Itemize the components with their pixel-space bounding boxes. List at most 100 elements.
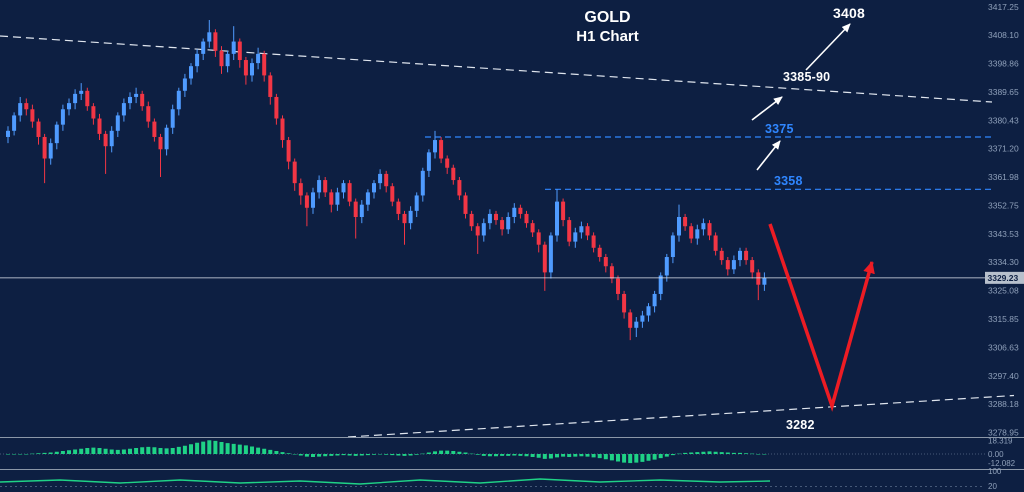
histogram-bar bbox=[237, 444, 242, 454]
price-axis-label[interactable]: 3389.65 bbox=[988, 87, 1019, 97]
candle-body bbox=[536, 232, 541, 245]
histogram-bar bbox=[414, 454, 419, 455]
histogram-bar bbox=[103, 448, 108, 454]
histogram-bar bbox=[701, 451, 706, 454]
histogram-bar bbox=[176, 446, 181, 454]
projection-arrow bbox=[768, 223, 875, 412]
price-axis-label[interactable]: 3361.98 bbox=[988, 172, 1019, 182]
candle-body bbox=[164, 127, 169, 150]
price-axis-label[interactable]: 3334.30 bbox=[988, 257, 1019, 267]
histogram-bar bbox=[628, 454, 633, 464]
histogram-bar bbox=[292, 454, 297, 455]
histogram-bar bbox=[18, 454, 23, 455]
histogram-bar bbox=[262, 448, 267, 454]
candle-body bbox=[695, 229, 700, 239]
price-axis-label[interactable]: 3343.53 bbox=[988, 229, 1019, 239]
candle-body bbox=[762, 277, 767, 285]
histogram-bar bbox=[182, 445, 187, 454]
price-axis-label[interactable]: 3352.75 bbox=[988, 200, 1019, 210]
candle-body bbox=[628, 312, 633, 328]
candle-body bbox=[609, 266, 614, 279]
price-axis-label[interactable]: 3306.63 bbox=[988, 342, 1019, 352]
histogram-bar bbox=[146, 446, 151, 454]
histogram-bar bbox=[79, 448, 84, 454]
histogram-bar bbox=[555, 454, 559, 458]
histogram-bar bbox=[85, 448, 90, 454]
histogram-bar bbox=[561, 454, 566, 457]
histogram-bar bbox=[731, 452, 736, 454]
annotation-arrow bbox=[805, 23, 851, 71]
price-axis-label[interactable]: 3325.08 bbox=[988, 286, 1019, 296]
lower-pane-axis-label: 100 bbox=[988, 467, 1002, 476]
histogram-bar bbox=[378, 454, 383, 455]
candle-body bbox=[36, 121, 41, 137]
candle-body bbox=[189, 66, 193, 79]
price-axis-label[interactable]: 3371.20 bbox=[988, 144, 1019, 154]
histogram-bar bbox=[207, 440, 212, 454]
price-axis-label[interactable]: 3297.40 bbox=[988, 371, 1019, 381]
trendline-upper-resistance bbox=[0, 35, 993, 103]
price-axis-label[interactable]: 3315.85 bbox=[988, 314, 1019, 324]
histogram-bar bbox=[97, 448, 102, 454]
candle-body bbox=[670, 235, 675, 258]
candle-body bbox=[30, 109, 35, 122]
price-axis-label[interactable]: 3380.43 bbox=[988, 115, 1019, 125]
candle-body bbox=[182, 78, 187, 91]
candle-body bbox=[6, 130, 10, 137]
candle-body bbox=[445, 158, 450, 168]
histogram-bar bbox=[384, 454, 389, 455]
histogram-bar bbox=[390, 454, 395, 456]
candle-body bbox=[750, 260, 755, 273]
candle-body bbox=[48, 143, 53, 159]
histogram-bar bbox=[365, 454, 370, 456]
histogram-bar bbox=[713, 451, 718, 454]
candle-body bbox=[18, 103, 23, 116]
histogram-bar bbox=[512, 454, 517, 456]
histogram-bar bbox=[60, 451, 65, 454]
candle-body bbox=[469, 213, 474, 227]
candle-body bbox=[365, 192, 370, 205]
candle-body bbox=[744, 250, 749, 261]
histogram-bar bbox=[304, 454, 309, 457]
histogram-bar bbox=[189, 444, 193, 454]
annotation-arrow bbox=[751, 96, 783, 121]
histogram-bar bbox=[402, 454, 407, 456]
candle-body bbox=[323, 180, 328, 193]
histogram-bar bbox=[573, 454, 578, 457]
histogram-bar bbox=[542, 454, 547, 459]
histogram-bar bbox=[530, 454, 535, 457]
price-axis-label[interactable]: 3417.25 bbox=[988, 2, 1019, 12]
price-axis-label[interactable]: 3408.10 bbox=[988, 30, 1019, 40]
candle-body bbox=[481, 223, 486, 236]
current-price-text: 3329.23 bbox=[988, 273, 1019, 283]
candle-body bbox=[664, 257, 669, 276]
histogram-bar bbox=[762, 454, 767, 455]
candle-body bbox=[372, 183, 376, 193]
histogram-bar bbox=[707, 451, 712, 454]
candle-body bbox=[634, 321, 639, 328]
histogram-bar bbox=[689, 452, 694, 454]
histogram-bar bbox=[335, 454, 340, 456]
candle-body bbox=[457, 180, 462, 196]
candle-body bbox=[359, 204, 364, 217]
histogram-bar bbox=[152, 447, 157, 454]
histogram-bar bbox=[396, 454, 401, 456]
candle-body bbox=[524, 213, 529, 224]
histogram-bar bbox=[48, 452, 53, 454]
histogram-bar bbox=[658, 454, 663, 459]
candle-body bbox=[60, 109, 65, 125]
candle-body bbox=[616, 278, 620, 294]
price-axis-label[interactable]: 3288.18 bbox=[988, 399, 1019, 409]
histogram-bar bbox=[500, 454, 505, 456]
histogram-bar bbox=[426, 452, 431, 454]
price-axis-label[interactable]: 3398.86 bbox=[988, 59, 1019, 69]
histogram-bar bbox=[256, 447, 261, 454]
candle-body bbox=[353, 201, 358, 217]
candle-body bbox=[207, 32, 212, 42]
histogram-bar bbox=[536, 454, 541, 458]
candle-body bbox=[420, 170, 425, 196]
candle-body bbox=[402, 213, 407, 224]
candle-body bbox=[603, 257, 608, 267]
price-axis-label[interactable]: 3278.95 bbox=[988, 428, 1019, 438]
